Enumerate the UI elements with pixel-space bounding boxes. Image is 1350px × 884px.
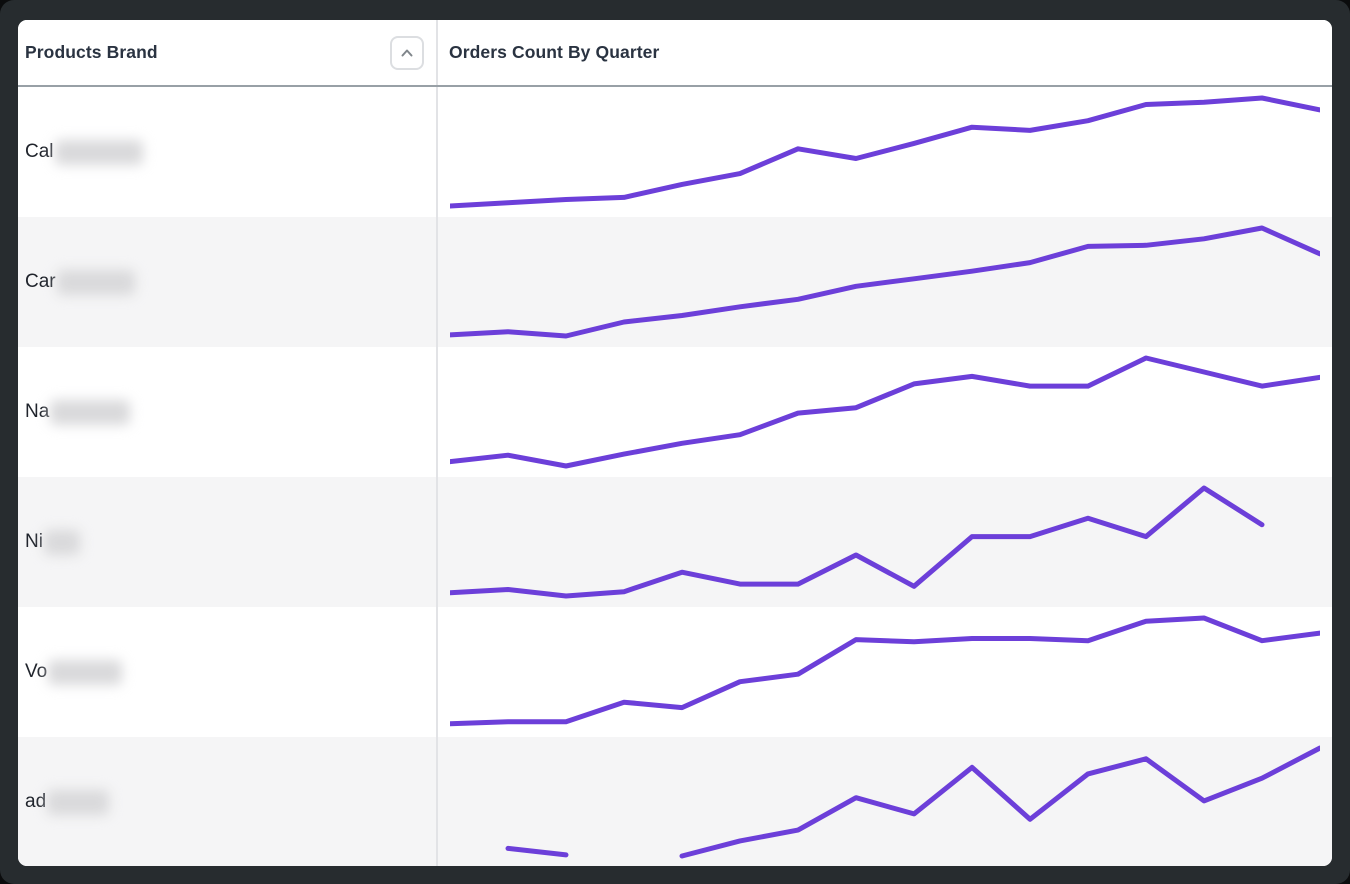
sparkline-path: [450, 225, 1320, 339]
table-row[interactable]: Vo: [18, 607, 1332, 737]
sparkline-chart: [450, 485, 1265, 599]
brand-cell: Vo: [18, 607, 438, 737]
brand-label: ad: [25, 791, 47, 812]
brand-label: Vo: [25, 661, 48, 682]
column-header-products-brand: Products Brand: [18, 20, 438, 85]
sparkline-path: [450, 615, 1320, 727]
table-row[interactable]: ad: [18, 737, 1332, 866]
sparkline-path: [450, 485, 1265, 599]
column-header-label: Products Brand: [25, 42, 158, 62]
redacted-text: [54, 139, 143, 165]
sparkline-chart: [505, 745, 1320, 859]
sparkline-chart: [450, 355, 1320, 469]
sort-button[interactable]: [390, 35, 424, 70]
chevron-up-icon: [398, 44, 416, 62]
redacted-text: [50, 399, 131, 425]
table-card: Products Brand Orders Count By Quarter C…: [18, 20, 1332, 866]
column-header-orders-count: Orders Count By Quarter: [438, 20, 1332, 85]
brand-label: Cal: [25, 141, 54, 162]
table-header: Products Brand Orders Count By Quarter: [18, 20, 1332, 87]
brand-label: Ni: [25, 531, 43, 552]
table-row[interactable]: Car: [18, 217, 1332, 347]
sparkline-cell: [438, 477, 1332, 607]
brand-cell: Cal: [18, 87, 438, 217]
redacted-text: [48, 659, 123, 685]
brand-label: Na: [25, 401, 50, 422]
redacted-text: [47, 789, 110, 815]
brand-cell: Na: [18, 347, 438, 477]
column-header-label: Orders Count By Quarter: [449, 42, 660, 62]
sparkline-cell: [438, 347, 1332, 477]
table-row[interactable]: Ni: [18, 477, 1332, 607]
table-row[interactable]: Cal: [18, 87, 1332, 217]
table-row[interactable]: Na: [18, 347, 1332, 477]
brand-cell: ad: [18, 737, 438, 866]
sparkline-path: [505, 745, 1320, 859]
sparkline-chart: [450, 225, 1320, 339]
redacted-text: [43, 529, 80, 555]
sparkline-path: [450, 95, 1320, 209]
sparkline-cell: [438, 737, 1332, 866]
sparkline-cell: [438, 87, 1332, 217]
brand-cell: Car: [18, 217, 438, 347]
table-body: Cal Car Na Ni Vo ad: [18, 87, 1332, 866]
redacted-text: [56, 269, 135, 295]
brand-cell: Ni: [18, 477, 438, 607]
sparkline-chart: [450, 95, 1320, 209]
sparkline-cell: [438, 217, 1332, 347]
sparkline-path: [450, 355, 1320, 469]
sparkline-cell: [438, 607, 1332, 737]
brand-label: Car: [25, 271, 56, 292]
sparkline-chart: [450, 615, 1320, 727]
